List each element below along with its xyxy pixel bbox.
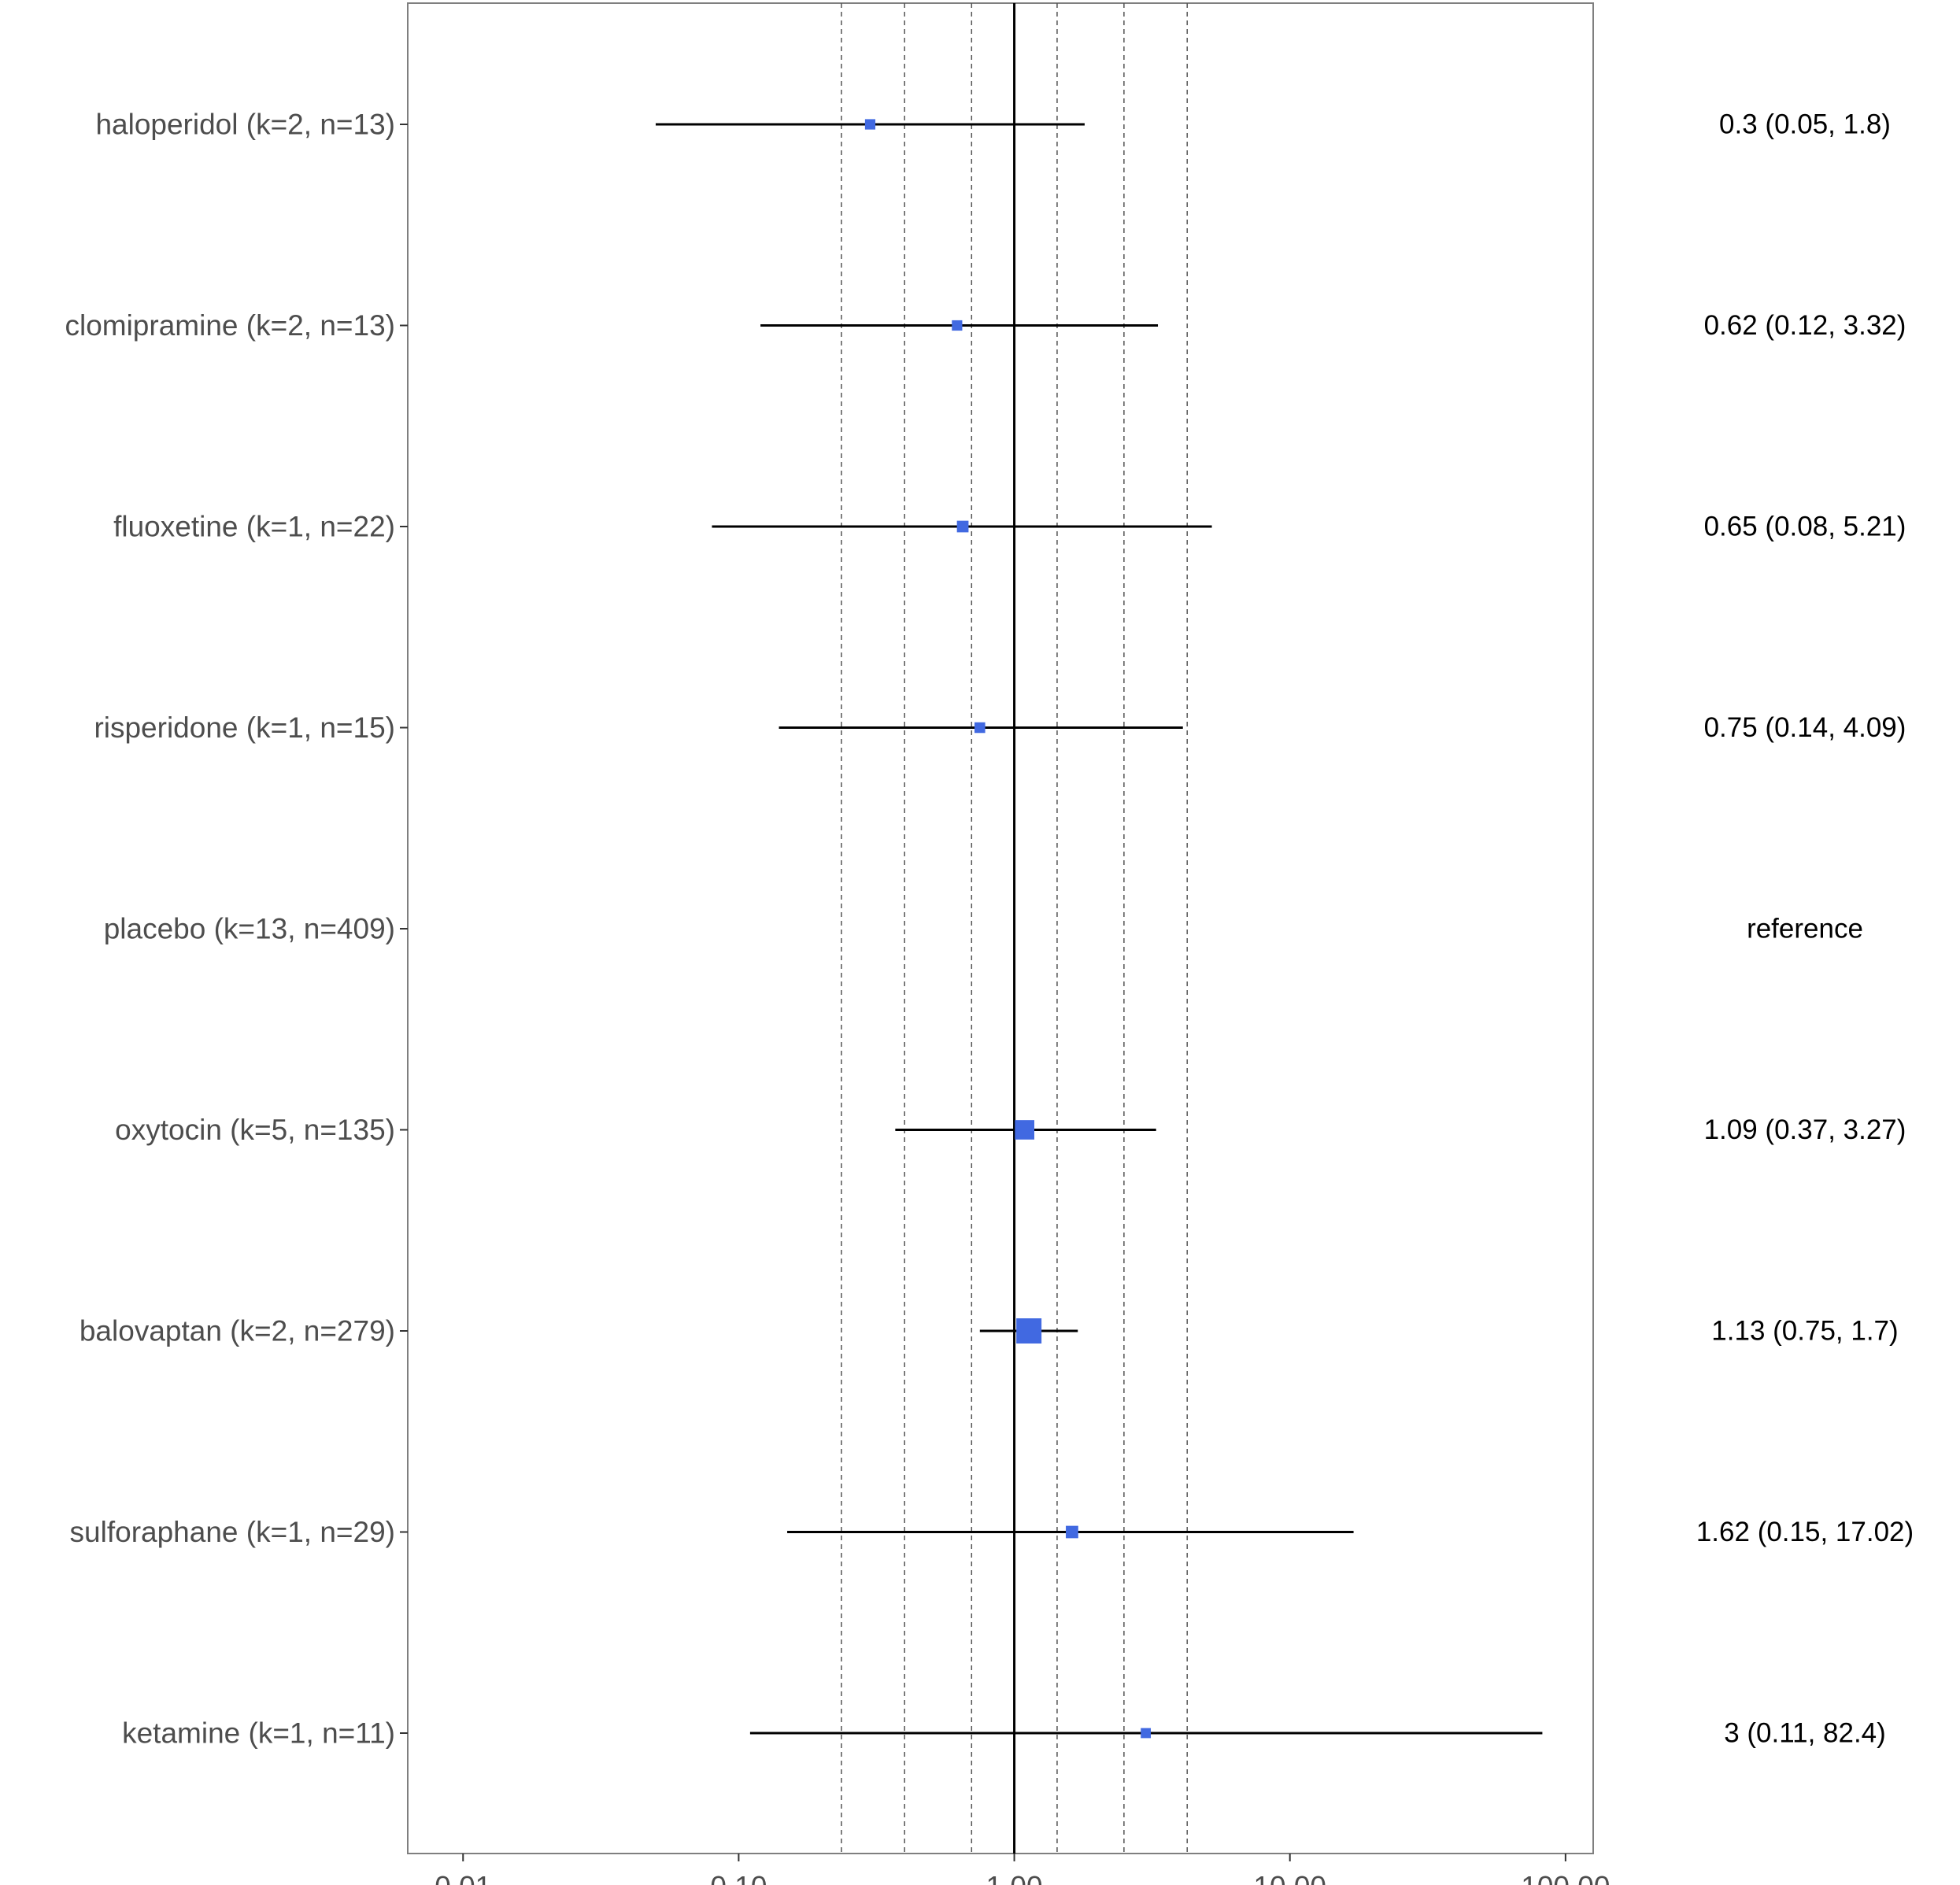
estimate-label: 0.65 (0.08, 5.21)	[1704, 512, 1906, 542]
point-estimate	[974, 722, 986, 734]
point-estimate	[1015, 1120, 1035, 1140]
x-tick-label: 100.00	[1521, 1870, 1610, 1885]
x-tick-label: 1.00	[986, 1870, 1043, 1885]
estimate-label: 0.62 (0.12, 3.32)	[1704, 310, 1906, 341]
estimate-label: 3 (0.11, 82.4)	[1724, 1718, 1886, 1749]
row-label: placebo (k=13, n=409)	[104, 913, 395, 945]
row-label: sulforaphane (k=1, n=29)	[70, 1516, 395, 1548]
estimate-label: reference	[1747, 914, 1863, 944]
estimate-label: 1.09 (0.37, 3.27)	[1704, 1114, 1906, 1145]
row-label: haloperidol (k=2, n=13)	[95, 109, 395, 141]
estimate-label: 0.3 (0.05, 1.8)	[1719, 109, 1891, 140]
row-label: clomipramine (k=2, n=13)	[65, 309, 395, 342]
x-tick-label: 0.10	[710, 1870, 767, 1885]
point-estimates	[864, 119, 1152, 1739]
row-label: balovaptan (k=2, n=279)	[80, 1315, 395, 1347]
plot-background	[407, 2, 1594, 1854]
point-estimate	[1066, 1525, 1078, 1539]
x-axis: 0.01 0.10 1.00 10.00 100.00	[435, 1854, 1610, 1885]
row-label: fluoxetine (k=1, n=22)	[113, 511, 395, 543]
estimate-label: 1.62 (0.15, 17.02)	[1696, 1517, 1914, 1547]
row-label: risperidone (k=1, n=15)	[94, 711, 395, 744]
x-tick-label: 10.00	[1253, 1870, 1326, 1885]
point-estimate	[952, 320, 963, 331]
point-estimate	[1016, 1318, 1042, 1344]
row-labels: haloperidol (k=2, n=13) clomipramine (k=2…	[65, 109, 408, 1750]
row-label: oxytocin (k=5, n=135)	[115, 1114, 395, 1146]
point-estimate	[956, 520, 969, 533]
estimate-label: 0.75 (0.14, 4.09)	[1704, 712, 1906, 743]
estimate-labels: 0.3 (0.05, 1.8) 0.62 (0.12, 3.32) 0.65 (0.…	[1696, 109, 1914, 1749]
point-estimate	[1141, 1728, 1152, 1739]
dashed-lines	[841, 3, 1188, 1854]
point-estimate	[864, 119, 876, 130]
row-label: ketamine (k=1, n=11)	[122, 1717, 395, 1750]
x-tick-label: 0.01	[435, 1870, 491, 1885]
estimate-label: 1.13 (0.75, 1.7)	[1711, 1316, 1898, 1347]
